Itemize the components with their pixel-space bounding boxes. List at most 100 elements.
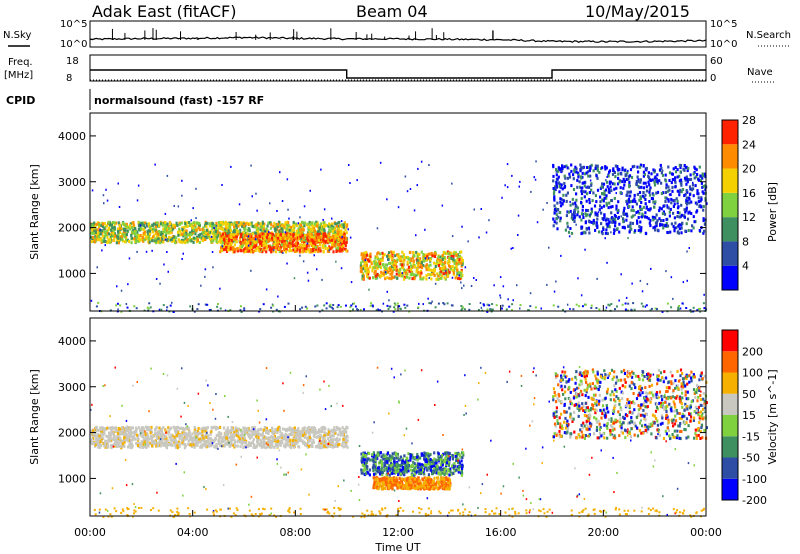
power-cell <box>429 268 432 272</box>
power-cell <box>611 182 614 186</box>
power-noise <box>536 221 539 224</box>
power-cell <box>435 262 438 266</box>
power-cell <box>364 257 367 260</box>
power-cell <box>243 228 246 232</box>
power-noise <box>542 208 544 211</box>
power-cell <box>305 239 308 243</box>
power-cell <box>661 223 664 227</box>
power-cell <box>181 232 184 236</box>
power-cell <box>400 257 403 261</box>
velocity-cell <box>201 445 204 449</box>
power-cell <box>557 169 560 173</box>
power-cell <box>690 212 693 215</box>
velocity-cell <box>291 432 294 436</box>
power-cell <box>575 204 578 208</box>
power-cell <box>450 257 453 260</box>
power-cell <box>342 233 345 237</box>
power-cell <box>425 274 428 278</box>
power-cell <box>641 194 644 198</box>
power-cell <box>580 192 584 196</box>
power-cell <box>342 243 345 246</box>
power-cell <box>185 229 188 233</box>
power-cell <box>308 229 311 233</box>
power-cell <box>441 254 444 257</box>
power-cell <box>219 235 222 239</box>
power-cell <box>644 202 647 206</box>
power-cell <box>262 244 265 248</box>
power-cell <box>154 232 157 236</box>
power-cell <box>697 200 700 204</box>
power-cell <box>639 163 642 167</box>
power-noise <box>506 186 509 189</box>
power-noise <box>641 290 644 293</box>
power-cell <box>419 274 422 278</box>
power-cell <box>447 252 450 256</box>
power-cell <box>429 263 432 267</box>
power-noise <box>321 278 323 281</box>
velocity-cell <box>177 429 180 433</box>
power-cell <box>679 170 682 174</box>
power-cell <box>555 209 558 213</box>
power-cell <box>625 200 628 204</box>
power-cell <box>378 265 381 269</box>
noise-left-tick-top: 10^5 <box>60 19 87 30</box>
velocity-cell <box>327 428 330 432</box>
power-cell <box>225 236 228 240</box>
power-cell <box>613 213 616 217</box>
power-near <box>483 304 486 307</box>
power-near <box>332 307 335 310</box>
velocity-cell <box>257 433 260 436</box>
power-cell <box>668 171 672 175</box>
power-noise <box>627 237 629 240</box>
freq-frame <box>89 54 707 82</box>
power-cell <box>162 230 165 234</box>
power-cell <box>627 197 631 201</box>
power-noise <box>535 160 537 163</box>
power-cell <box>586 192 589 196</box>
power-cell <box>596 188 600 192</box>
power-cell <box>245 240 248 244</box>
power-cell <box>702 208 705 212</box>
power-cell <box>151 239 154 243</box>
power-cell <box>392 251 395 255</box>
power-noise <box>533 176 535 179</box>
velocity-cell <box>173 440 176 444</box>
power-cell <box>576 213 579 217</box>
power-cell <box>580 212 584 216</box>
velocity-cell <box>237 435 240 439</box>
power-noise <box>499 294 501 297</box>
power-cell <box>605 196 608 200</box>
power-near <box>490 308 493 311</box>
power-cell <box>237 230 240 234</box>
power-cell <box>219 221 222 225</box>
power-cell <box>638 191 642 194</box>
power-cell <box>103 240 106 244</box>
power-cell <box>239 240 242 244</box>
power-cell <box>555 185 558 189</box>
power-cell <box>250 247 253 251</box>
power-cell <box>98 223 101 226</box>
power-cell <box>219 240 222 244</box>
power-cell <box>260 240 264 244</box>
power-cell <box>303 241 306 245</box>
power-cell <box>107 220 110 224</box>
power-cell <box>332 240 336 244</box>
power-cell <box>651 178 654 182</box>
power-cell <box>670 197 673 201</box>
velocity-cell <box>306 427 309 430</box>
power-cell <box>559 216 562 220</box>
power-cell <box>616 211 619 214</box>
power-cell <box>575 192 578 196</box>
power-cell <box>241 235 244 239</box>
power-cell <box>107 240 110 244</box>
power-cell <box>368 276 371 280</box>
power-cell <box>386 254 389 258</box>
power-cell <box>316 236 319 240</box>
power-cell <box>596 164 599 168</box>
velocity-cell <box>218 437 221 441</box>
velocity-cell <box>295 432 298 436</box>
power-background <box>90 113 706 311</box>
power-noise <box>136 199 139 202</box>
power-cell <box>319 235 322 239</box>
power-cell <box>214 229 218 233</box>
